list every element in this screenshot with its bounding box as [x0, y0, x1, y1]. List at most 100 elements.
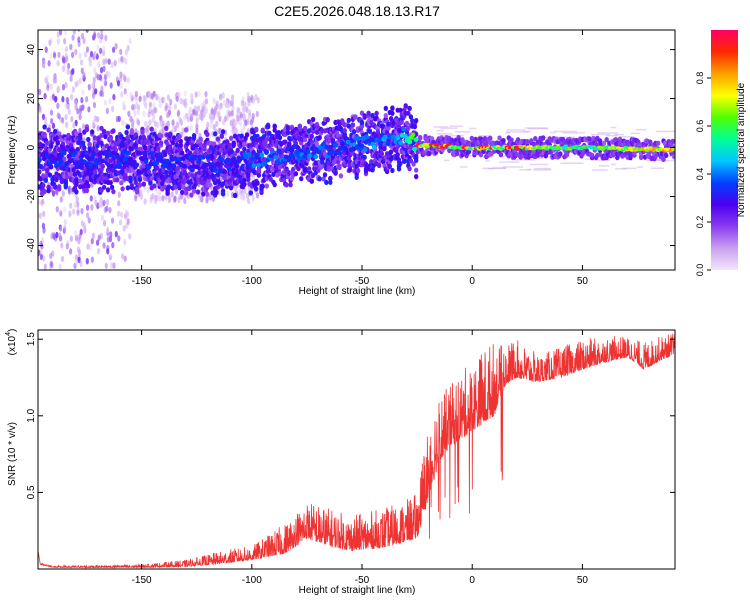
snr-x-tick-label: 0	[469, 575, 475, 586]
spectral-noise-mark	[76, 209, 80, 216]
colorbar-tick-label: 0.6	[695, 120, 705, 133]
spectral-ridge-halo	[137, 182, 142, 188]
spectral-noise-mark	[52, 51, 57, 58]
spectral-noise-mark	[127, 110, 131, 118]
spectral-ridge-halo	[362, 154, 367, 160]
spectral-noise-mark	[59, 225, 63, 233]
spectral-noise-mark	[90, 238, 94, 245]
spectral-noise-mark	[110, 262, 114, 269]
spectral-noise-mark	[44, 76, 48, 84]
spectral-noise-mark	[247, 96, 251, 104]
spectral-ridge-core	[118, 157, 124, 163]
spectral-noise-mark	[114, 43, 118, 50]
spectral-noise-mark	[74, 235, 79, 242]
spectral-noise-mark	[194, 110, 199, 117]
spectral-ridge-halo	[158, 140, 164, 146]
spectral-ridge-core	[563, 144, 569, 148]
spectral-noise-mark	[72, 30, 76, 35]
spectral-ridge-core	[149, 151, 155, 156]
spectral-noise-mark	[85, 30, 89, 33]
snr-series-line	[37, 333, 676, 569]
spectral-noise-mark	[61, 117, 65, 124]
spectral-noise-mark	[152, 102, 156, 109]
spectral-side-band	[610, 163, 617, 166]
spectral-noise-mark	[90, 256, 94, 263]
spectral-ridge-halo	[558, 151, 563, 157]
spectral-noise-mark	[228, 110, 232, 118]
spectral-noise-mark	[58, 232, 62, 239]
spectral-noise-mark	[100, 201, 105, 208]
spectral-noise-mark	[166, 121, 170, 128]
spectral-noise-mark	[76, 79, 80, 87]
spectral-ridge-halo	[158, 133, 164, 139]
spectral-noise-mark	[58, 263, 62, 270]
spectral-noise-mark	[238, 111, 242, 118]
spectral-noise-mark	[120, 211, 124, 218]
spectral-noise-mark	[69, 235, 73, 242]
spectral-side-band	[554, 130, 577, 133]
spectral-noise-mark	[49, 260, 53, 267]
snr-y-multiplier-exp: 4	[5, 332, 12, 336]
spectral-ridge-halo	[589, 152, 595, 158]
spectral-noise-mark	[69, 43, 73, 51]
spectral-ridge-core	[245, 165, 251, 171]
spectral-ridge-core	[264, 150, 269, 156]
snr-y-multiplier-close: )	[7, 329, 18, 332]
spectral-ridge-core	[435, 143, 440, 147]
spectral-ridge-core	[38, 164, 44, 170]
spectral-ridge-halo	[354, 174, 359, 180]
spectral-ridge-halo	[272, 182, 277, 188]
spectral-ridge-core	[205, 154, 211, 160]
spectral-noise-mark	[181, 127, 185, 134]
spectral-noise-mark	[118, 219, 123, 226]
spectral-ridge-halo	[54, 177, 59, 183]
spectral-noise-mark	[38, 198, 41, 206]
spectral-noise-mark	[251, 194, 255, 202]
spectral-side-band	[454, 131, 471, 133]
spectral-noise-mark	[242, 114, 246, 121]
spectral-ridge-halo	[205, 131, 210, 137]
spectral-noise-mark	[87, 217, 91, 224]
spectral-noise-mark	[92, 92, 96, 100]
spectral-noise-mark	[235, 112, 239, 120]
spectral-side-band	[618, 136, 635, 138]
spectral-ridge-halo	[84, 127, 90, 133]
spectral-ridge-core	[137, 150, 143, 156]
spectral-noise-mark	[85, 258, 89, 265]
spectral-noise-mark	[66, 239, 70, 247]
spectral-noise-mark	[92, 77, 96, 84]
spectral-noise-mark	[146, 186, 150, 194]
spectral-noise-mark	[119, 82, 123, 90]
spectral-noise-mark	[97, 32, 101, 39]
spectral-noise-mark	[49, 252, 53, 260]
spectral-noise-mark	[74, 254, 79, 261]
spectral-ridge-halo	[394, 147, 399, 154]
spectral-noise-mark	[148, 119, 152, 126]
spectral-noise-mark	[105, 205, 109, 212]
snr-y-tick-label: 1.0	[26, 408, 37, 422]
snr-y-label: SNR (10 * v/v)	[7, 422, 18, 486]
spectral-noise-mark	[117, 200, 121, 207]
spectral-noise-mark	[229, 119, 233, 127]
spectral-ridge-halo	[41, 182, 46, 188]
spectral-noise-mark	[120, 55, 124, 63]
spectral-ridge-halo	[166, 184, 172, 190]
spectral-noise-mark	[39, 253, 44, 261]
spectral-ridge-halo	[369, 159, 374, 165]
spectral-ridge-halo	[387, 163, 392, 169]
spectral-side-band	[542, 137, 552, 139]
spectral-ridge-halo	[272, 127, 277, 133]
spectral-noise-mark	[225, 114, 229, 122]
spectral-ridge-halo	[168, 145, 173, 151]
spectral-ridge-core	[324, 144, 329, 150]
spectral-noise-mark	[41, 113, 46, 121]
spectral-ridge-halo	[78, 178, 83, 184]
spectral-noise-mark	[147, 111, 151, 118]
spectral-noise-mark	[198, 195, 202, 202]
spectral-noise-mark	[120, 253, 125, 260]
spectral-ridge-halo	[125, 124, 131, 130]
spectral-ridge-halo	[42, 188, 47, 195]
spectral-noise-mark	[76, 108, 80, 115]
spectral-ridge-halo	[190, 173, 195, 179]
